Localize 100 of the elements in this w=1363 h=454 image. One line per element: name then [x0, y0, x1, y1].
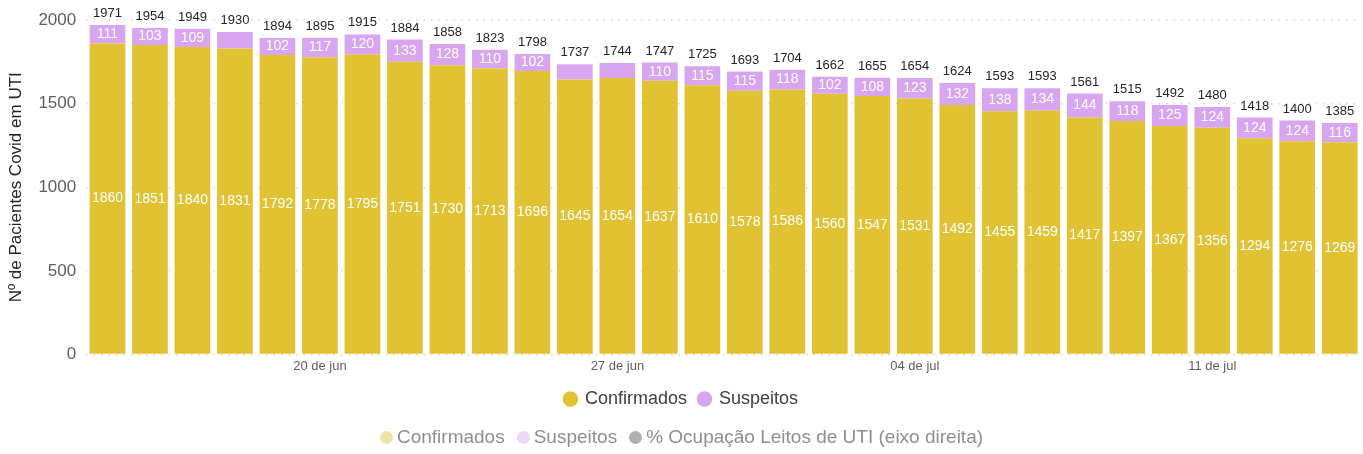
y-tick-label: 1500: [38, 93, 77, 113]
bar: [132, 45, 168, 354]
bar: [599, 62, 636, 79]
total-label: 1693: [730, 51, 760, 67]
bar: [727, 90, 763, 354]
data-label: 1417: [1069, 226, 1101, 243]
data-label: 1851: [134, 190, 166, 207]
data-label: 1778: [304, 196, 336, 213]
y-tick-label: 0: [66, 344, 77, 364]
data-label: 125: [1158, 106, 1182, 123]
bar: [896, 98, 933, 354]
bar: [684, 85, 721, 354]
data-label: 102: [818, 76, 842, 93]
bar: [854, 95, 891, 354]
data-label: 102: [520, 53, 545, 70]
data-label: 1586: [771, 212, 804, 229]
total-label: 1654: [900, 58, 930, 74]
total-label: 1593: [1027, 68, 1057, 84]
data-label: 1792: [261, 195, 294, 212]
data-label: 1294: [1239, 236, 1271, 253]
bar: [1321, 142, 1358, 354]
data-label: 1560: [814, 214, 846, 231]
data-label: 110: [478, 49, 502, 66]
data-label: 138: [988, 90, 1012, 107]
bar: [1024, 110, 1061, 354]
data-label: 102: [265, 37, 290, 54]
x-tick-label: 04 de jul: [890, 357, 940, 373]
total-label: 1823: [475, 29, 505, 45]
text: % Ocupação Leitos de UTI (eixo direita): [646, 426, 984, 448]
data-label: 123: [903, 79, 927, 96]
data-label: 1547: [856, 215, 889, 232]
total-label: 1954: [135, 7, 165, 23]
data-label: 110: [648, 62, 672, 79]
data-label: 1531: [899, 216, 931, 233]
total-label: 1400: [1282, 100, 1312, 116]
data-label: 133: [393, 41, 417, 58]
data-label: 108: [860, 77, 885, 94]
data-label: 118: [776, 70, 799, 87]
data-label: 1578: [729, 213, 761, 230]
data-label: 115: [691, 66, 714, 83]
data-label: 134: [1030, 90, 1055, 107]
bar: [387, 61, 423, 354]
total-label: 1894: [262, 17, 292, 33]
bar: [344, 54, 381, 354]
bar: [939, 105, 976, 354]
total-label: 1704: [772, 49, 802, 65]
total-label: 1949: [177, 8, 207, 24]
data-label: 1397: [1111, 228, 1144, 245]
bar: [642, 80, 678, 354]
total-label: 1593: [985, 68, 1015, 84]
data-label: 1831: [219, 191, 251, 208]
total-label: 1624: [942, 63, 972, 79]
text: Suspeitos: [533, 426, 618, 448]
data-label: 1367: [1154, 230, 1186, 247]
bar: [174, 46, 211, 354]
data-label: 124: [1200, 108, 1225, 125]
bar: [302, 57, 338, 354]
x-tick-label: 27 de jun: [590, 357, 645, 373]
data-label: 111: [96, 25, 119, 42]
bar: [811, 93, 848, 354]
data-label: 1654: [601, 206, 634, 223]
data-label: 1269: [1324, 238, 1356, 255]
data-label: 1795: [346, 194, 379, 211]
bar: [217, 48, 253, 354]
data-label: 1356: [1196, 231, 1229, 248]
total-label: 1744: [602, 43, 632, 59]
total-label: 1737: [560, 44, 590, 60]
data-label: 1713: [474, 201, 506, 218]
data-label: 117: [308, 38, 332, 55]
bar: [472, 68, 508, 354]
total-label: 1971: [93, 5, 122, 21]
x-tick-label: 11 de jul: [1188, 357, 1237, 373]
text: Confirmados: [396, 426, 505, 448]
total-label: 1561: [1070, 73, 1100, 89]
total-label: 1895: [305, 17, 335, 33]
data-label: 144: [1073, 96, 1097, 113]
total-label: 1655: [857, 57, 887, 73]
data-label: 1455: [984, 223, 1016, 240]
total-label: 1930: [220, 11, 250, 27]
bar: [1236, 138, 1273, 354]
bar: [599, 78, 636, 354]
data-label: 132: [945, 84, 970, 101]
bar: [557, 79, 593, 354]
bar: [769, 89, 806, 354]
data-label: 128: [435, 45, 460, 62]
data-label: 1610: [686, 210, 719, 227]
data-label: 124: [1285, 121, 1310, 138]
total-label: 1747: [645, 42, 675, 58]
data-label: 124: [1243, 118, 1267, 135]
total-label: 1858: [432, 24, 462, 40]
total-label: 1884: [390, 19, 420, 35]
bar: [514, 71, 551, 354]
y-tick-label: 1000: [38, 176, 77, 196]
data-label: 1860: [91, 189, 124, 206]
bar: [259, 54, 296, 354]
bar: [429, 65, 466, 354]
data-label: 1645: [559, 207, 591, 224]
total-label: 1418: [1240, 97, 1270, 113]
data-label: 1492: [941, 220, 974, 237]
x-tick-label: 20 de jun: [293, 357, 347, 373]
